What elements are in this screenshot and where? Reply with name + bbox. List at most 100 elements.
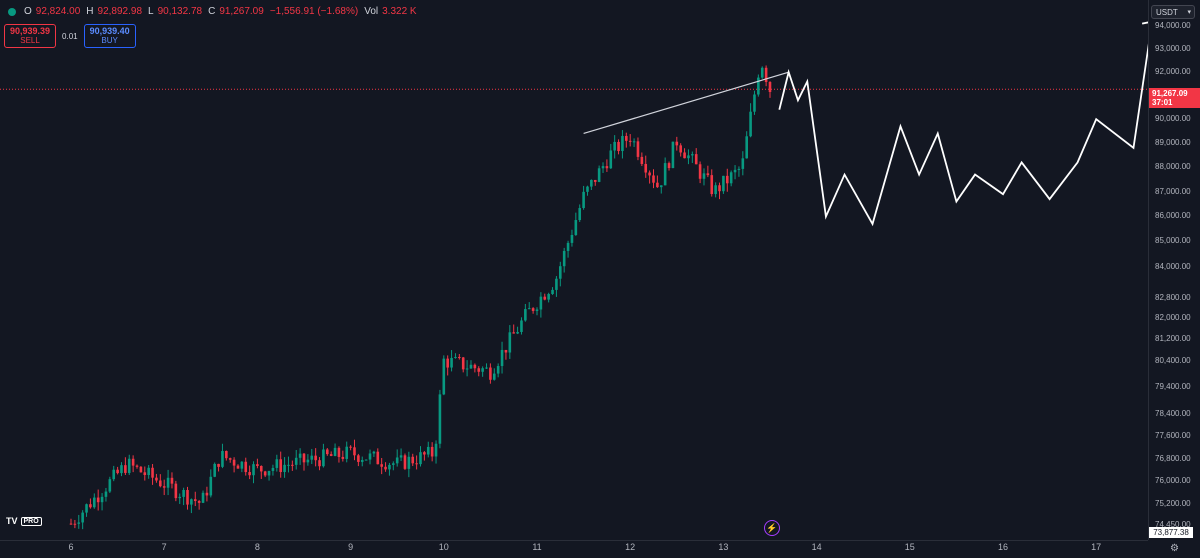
candle-body — [182, 490, 185, 497]
candle-body — [329, 454, 333, 456]
candle-body — [659, 185, 663, 188]
price-tick-label: 88,000.00 — [1155, 162, 1191, 172]
currency-select[interactable]: USDT ▾ — [1151, 5, 1195, 19]
candle-body — [166, 477, 170, 488]
candle-body — [267, 470, 271, 476]
candle-body — [170, 477, 174, 484]
volume-value: 3.322 K — [382, 6, 417, 17]
buy-button[interactable]: 90,939.40 BUY — [83, 24, 136, 48]
candle-body — [586, 186, 589, 192]
price-tick-label: 80,400.00 — [1155, 355, 1191, 365]
change-value: −1,556.91 (−1.68%) — [269, 6, 359, 17]
candle-body — [279, 459, 282, 473]
candle-body — [77, 522, 81, 524]
candle-body — [240, 461, 244, 469]
candle-body — [667, 163, 671, 169]
candle-body — [702, 173, 706, 179]
candle-body — [504, 349, 508, 353]
candle-body — [593, 179, 597, 182]
candle-body — [597, 168, 601, 182]
candle-body — [287, 464, 290, 466]
candle-body — [415, 463, 418, 465]
candle-body — [197, 501, 201, 503]
price-axis[interactable]: 94,000.0093,000.0092,000.0091,000.0090,0… — [1148, 0, 1200, 557]
status-dot-icon — [8, 7, 16, 16]
candle-body — [423, 452, 426, 455]
candle-body — [232, 459, 236, 466]
gear-icon[interactable]: ⚙ — [1170, 543, 1179, 554]
currency-label: USDT — [1156, 8, 1178, 17]
candle-body — [326, 449, 329, 455]
candle-body — [147, 467, 150, 476]
candle-body — [446, 358, 449, 368]
candle-body — [625, 135, 628, 141]
time-tick-label: 11 — [532, 542, 542, 552]
candle-body — [403, 455, 407, 469]
price-tick-label: 92,000.00 — [1155, 67, 1191, 77]
candle-body — [749, 111, 752, 137]
candle-body — [516, 331, 519, 334]
candle-body — [298, 453, 302, 458]
candle-body — [613, 141, 616, 151]
candle-body — [578, 208, 582, 221]
candle-body — [683, 152, 686, 159]
candle-body — [570, 234, 574, 243]
candle-body — [760, 67, 764, 78]
candle-body — [151, 467, 154, 478]
candle-body — [283, 464, 286, 473]
price-plot[interactable] — [0, 0, 1148, 540]
candle-body — [524, 309, 527, 321]
chart-area[interactable] — [0, 0, 1149, 540]
candle-body — [687, 155, 690, 159]
candle-body — [496, 366, 500, 374]
candle-body — [162, 486, 166, 488]
candle-body — [380, 464, 383, 467]
candle-body — [81, 512, 84, 523]
sell-button[interactable]: 90,939.39 SELL — [4, 24, 57, 48]
time-axis[interactable] — [0, 540, 1148, 558]
buy-price: 90,939.40 — [89, 26, 130, 36]
candle-body — [461, 357, 465, 370]
time-tick-label: 6 — [68, 542, 74, 552]
candle-body — [345, 446, 349, 459]
candle-body — [710, 175, 714, 195]
candle-body — [562, 250, 566, 267]
candle-body — [551, 289, 554, 295]
spread-value: 0.01 — [62, 31, 78, 41]
time-tick-label: 16 — [997, 542, 1009, 552]
time-tick-label: 14 — [811, 542, 822, 552]
candle-body — [691, 154, 694, 156]
candle-body — [93, 497, 96, 508]
volume-key: Vol — [364, 6, 379, 17]
candle-body — [100, 496, 104, 503]
candle-body — [582, 191, 585, 209]
candle-body — [489, 367, 492, 380]
candle-body — [248, 472, 251, 476]
candle-body — [652, 175, 655, 183]
price-tick-label: 94,000.00 — [1155, 21, 1191, 31]
candle-body — [228, 458, 232, 460]
price-tick-label: 74,450.00 — [1155, 520, 1191, 530]
candle-body — [143, 472, 147, 476]
candle-body — [465, 368, 469, 370]
candle-body — [671, 141, 675, 169]
lightning-icon[interactable]: ⚡ — [764, 520, 780, 536]
candle-body — [492, 373, 496, 380]
price-tick-label: 79,400.00 — [1155, 382, 1191, 392]
candle-body — [318, 460, 321, 467]
candle-body — [357, 455, 360, 462]
candle-body — [252, 464, 255, 476]
candle-body — [388, 464, 391, 470]
candle-body — [256, 464, 259, 466]
candle-body — [306, 459, 310, 463]
candle-body — [225, 450, 228, 459]
tradingview-logo[interactable]: TV PRO — [6, 516, 42, 526]
candle-body — [395, 457, 399, 464]
candle-body — [555, 278, 558, 290]
candle-body — [360, 460, 364, 462]
candle-body — [112, 469, 116, 480]
candle-body — [757, 77, 760, 95]
close-value: 91,267.09 — [219, 6, 264, 17]
price-tick-label: 76,000.00 — [1155, 475, 1191, 485]
candle-body — [259, 465, 263, 472]
